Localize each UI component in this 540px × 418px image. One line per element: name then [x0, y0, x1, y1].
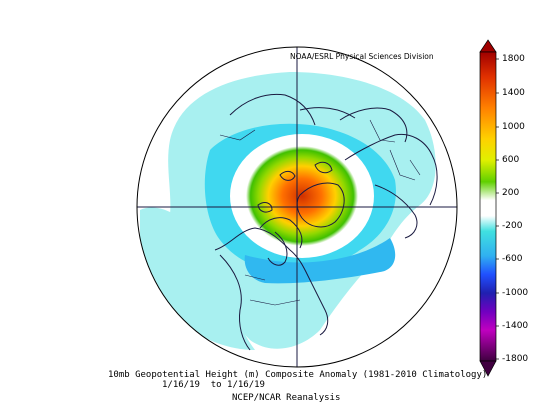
caption-title: 10mb Geopotential Height (m) Composite A… — [108, 370, 488, 380]
colorbar — [479, 39, 499, 377]
colorbar-label: -600 — [502, 254, 523, 264]
colorbar-label: 1400 — [502, 88, 525, 98]
colorbar-label: -200 — [502, 221, 523, 231]
coastlines — [214, 93, 438, 351]
credit-label: NOAA/ESRL Physical Sciences Division — [290, 52, 434, 61]
positive-anomaly-core — [246, 146, 358, 246]
polar-disk-border — [136, 46, 458, 368]
polar-disk — [137, 47, 457, 367]
colorbar-label: 1800 — [502, 54, 525, 64]
colorbar-label: -1800 — [502, 354, 529, 364]
caption-source: NCEP/NCAR Reanalysis — [232, 393, 341, 403]
political-borders — [219, 119, 421, 306]
colorbar-top-arrow — [479, 39, 497, 53]
colorbar-bottom-arrow — [479, 360, 497, 377]
colorbar-label: 600 — [502, 155, 520, 165]
colorbar-label: 200 — [502, 188, 520, 198]
caption-dates: 1/16/19 to 1/16/19 — [162, 380, 265, 390]
colorbar-label: 1000 — [502, 122, 525, 132]
colorbar-body — [479, 51, 497, 362]
colorbar-label: -1400 — [502, 321, 529, 331]
colorbar-label: -1000 — [502, 288, 529, 298]
